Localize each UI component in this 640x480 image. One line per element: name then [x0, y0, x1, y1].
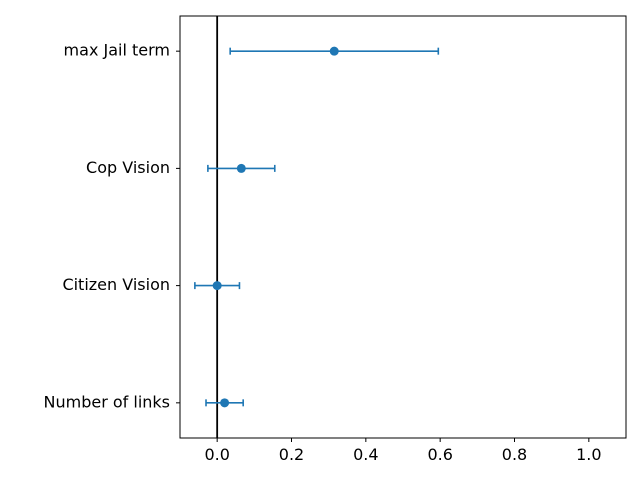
plot-area	[180, 16, 626, 438]
data-point	[220, 398, 230, 408]
y-tick-label: Number of links	[44, 392, 171, 411]
data-point	[212, 281, 222, 291]
y-axis-ticks: Number of links Citizen Vision Cop Vision m…	[44, 41, 180, 411]
x-tick-label: 0.8	[502, 445, 527, 464]
x-tick-label: 0.4	[353, 445, 378, 464]
x-tick-label: 0.6	[427, 445, 452, 464]
x-axis-ticks: 0.0 0.2 0.4 0.6 0.8 1.0	[204, 438, 602, 464]
x-tick-label: 1.0	[576, 445, 601, 464]
data-point	[236, 163, 246, 173]
x-tick-label: 0.2	[279, 445, 304, 464]
y-tick-label: max Jail term	[64, 41, 170, 60]
x-tick-label: 0.0	[204, 445, 229, 464]
data-point	[329, 46, 339, 56]
y-tick-label: Cop Vision	[86, 158, 170, 177]
plot-frame	[179, 15, 627, 439]
y-tick-label: Citizen Vision	[62, 275, 170, 294]
chart-marks	[194, 16, 440, 438]
